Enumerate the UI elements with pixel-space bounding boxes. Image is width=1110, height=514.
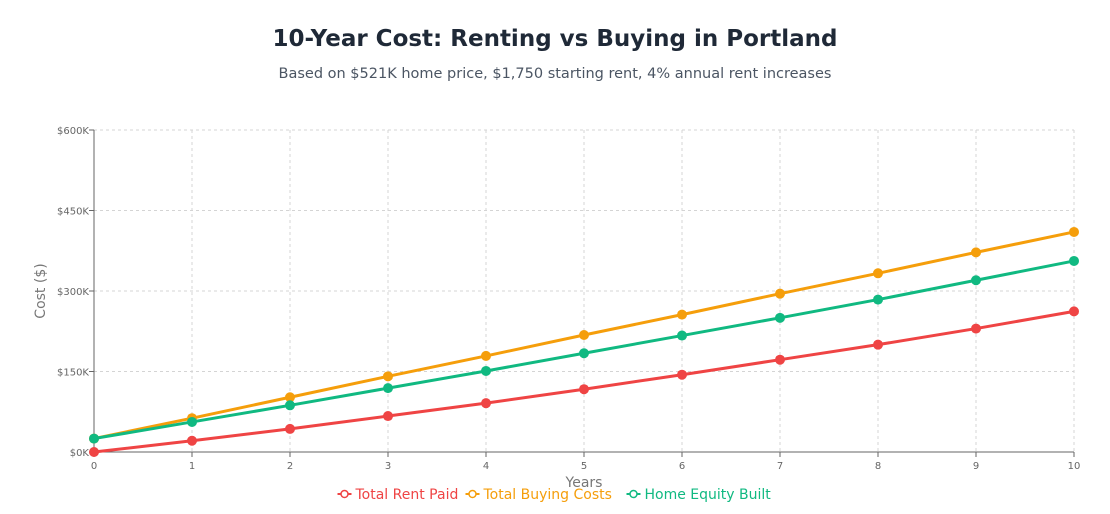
x-tick-label: 7 [777,461,783,472]
data-point [285,400,295,411]
data-point [187,416,197,427]
data-point [971,323,981,334]
data-point [677,330,687,341]
data-point [481,350,491,361]
data-point [775,354,785,365]
data-point [383,411,393,422]
legend-swatch-marker [468,489,477,499]
data-point [187,435,197,446]
data-point [285,392,295,403]
data-point [1069,306,1079,317]
x-tick-label: 2 [287,461,293,472]
legend-label: Home Equity Built [645,487,772,503]
x-axis-title: Years [565,475,603,491]
data-point [1069,255,1079,266]
data-point [1069,226,1079,237]
legend-swatch-marker [629,489,638,499]
data-point [383,383,393,394]
x-tick-label: 4 [483,461,489,472]
data-point [481,365,491,376]
data-point [481,398,491,409]
x-tick-label: 10 [1068,461,1081,472]
data-point [677,309,687,320]
x-tick-label: 5 [581,461,587,472]
data-point [873,294,883,305]
data-point [873,339,883,350]
data-point [971,247,981,258]
x-tick-label: 9 [973,461,979,472]
data-point [383,371,393,382]
legend-label: Total Buying Costs [483,487,612,503]
data-point [285,423,295,434]
data-point [775,288,785,299]
data-point [579,384,589,395]
x-tick-label: 3 [385,461,391,472]
data-point [873,268,883,279]
y-tick-label: $600K [57,126,89,137]
chart-title: 10-Year Cost: Renting vs Buying in Portl… [272,26,838,52]
x-tick-label: 6 [679,461,685,472]
chart-subtitle: Based on $521K home price, $1,750 starti… [278,66,832,82]
y-tick-label: $150K [57,368,89,379]
x-tick-label: 8 [875,461,881,472]
y-tick-label: $0K [70,448,90,459]
data-point [677,369,687,380]
legend-swatch-marker [340,489,349,499]
data-point [579,348,589,359]
data-point [971,275,981,286]
x-tick-label: 0 [91,461,97,472]
data-point [775,312,785,323]
y-tick-label: $450K [57,207,89,218]
y-tick-label: $300K [57,287,89,298]
data-point [89,433,99,444]
data-point [89,447,99,457]
data-point [579,330,589,341]
y-axis-title: Cost ($) [33,263,49,318]
legend-label: Total Rent Paid [355,487,459,503]
x-tick-label: 1 [189,461,195,472]
